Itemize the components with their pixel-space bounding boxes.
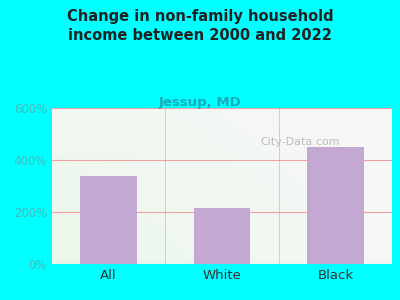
Text: Change in non-family household
income between 2000 and 2022: Change in non-family household income be… bbox=[67, 9, 333, 43]
Text: Jessup, MD: Jessup, MD bbox=[159, 96, 241, 109]
Text: City-Data.com: City-Data.com bbox=[260, 137, 340, 147]
Bar bbox=[80, 176, 137, 264]
Bar bbox=[194, 208, 250, 264]
Bar bbox=[307, 147, 364, 264]
